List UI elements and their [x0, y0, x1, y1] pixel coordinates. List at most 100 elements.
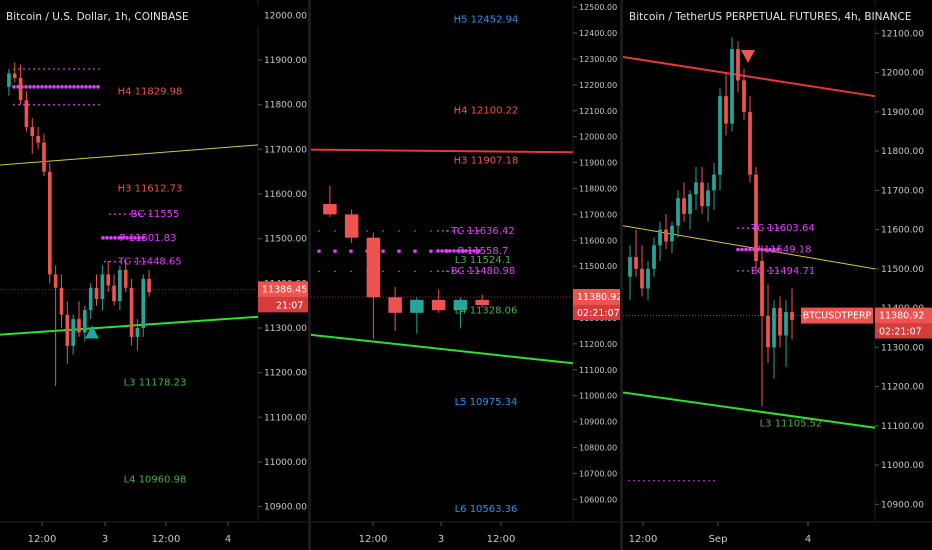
candle-body[interactable] — [344, 214, 359, 238]
candle-body[interactable] — [766, 315, 770, 348]
candle-body[interactable] — [736, 49, 740, 81]
pivot-dot — [28, 85, 32, 89]
candle-body[interactable] — [112, 285, 116, 302]
candle-body[interactable] — [36, 135, 40, 143]
candle-body[interactable] — [410, 299, 424, 313]
candle-body[interactable] — [88, 287, 93, 311]
candle-body[interactable] — [94, 287, 99, 299]
candle-body[interactable] — [748, 111, 752, 175]
candle-body[interactable] — [700, 182, 704, 207]
panel-divider[interactable] — [620, 0, 623, 550]
candle-body[interactable] — [100, 274, 105, 299]
chart-svg[interactable]: 12100.00 12000.00 11900.00 11800.00 11700.00… — [623, 0, 932, 550]
candle-body[interactable] — [141, 278, 146, 328]
candle-body[interactable] — [42, 142, 46, 172]
resistance-trendline[interactable] — [0, 144, 259, 166]
candle-body[interactable] — [106, 274, 111, 286]
candle-body[interactable] — [366, 237, 381, 298]
candle-body[interactable] — [18, 77, 23, 101]
candle-body[interactable] — [640, 268, 644, 289]
pivot-dot — [333, 249, 337, 253]
candle-body[interactable] — [670, 225, 674, 242]
candle-body[interactable] — [24, 100, 29, 128]
support-trendline[interactable] — [0, 315, 259, 336]
y-tick-label: 11800.00 — [264, 101, 307, 111]
pivot-dot — [58, 68, 60, 70]
chart-svg[interactable]: 12000.00 11900.00 11800.00 11700.00 11600.00… — [0, 0, 308, 550]
candle-body[interactable] — [718, 96, 722, 175]
buy-signal-triangle[interactable] — [85, 325, 99, 339]
y-tick-label: 12000.00 — [579, 133, 617, 142]
candle-body[interactable] — [135, 327, 140, 337]
pivot-dot — [144, 213, 146, 216]
pivot-level-label: BC 11555 — [131, 209, 180, 220]
candle-body[interactable] — [790, 312, 794, 320]
y-tick-label: 12100.00 — [579, 107, 617, 116]
candle-body[interactable] — [676, 198, 680, 226]
pivot-dot — [777, 227, 779, 230]
chart-svg[interactable]: 12500.00 12400.00 12300.00 12200.00 12100.00… — [311, 0, 620, 550]
candle-body[interactable] — [323, 204, 337, 215]
candle-body[interactable] — [658, 229, 662, 246]
candle-body[interactable] — [59, 287, 64, 315]
candle-body[interactable] — [742, 80, 746, 112]
candle-body[interactable] — [664, 229, 668, 242]
chart-panel-btcusdt-4h[interactable]: 12100.00 12000.00 11900.00 11800.00 11700.00… — [623, 0, 932, 550]
candle-body[interactable] — [634, 257, 638, 269]
candle-body[interactable] — [83, 310, 87, 333]
candle-body[interactable] — [754, 174, 758, 261]
candle-body[interactable] — [646, 268, 650, 289]
x-tick-label: 4 — [805, 534, 811, 545]
support-trendline[interactable] — [623, 391, 876, 429]
candle-body[interactable] — [694, 182, 698, 195]
candle-body[interactable] — [30, 127, 35, 136]
pivot-dot — [53, 68, 55, 70]
candle-body[interactable] — [712, 174, 716, 191]
pivot-dot — [436, 249, 440, 253]
candle-body[interactable] — [453, 299, 468, 311]
candle-body[interactable] — [118, 269, 122, 302]
candle-body[interactable] — [706, 190, 710, 207]
candle-body[interactable] — [71, 319, 75, 346]
y-tick-label: 11600.00 — [881, 226, 924, 236]
last-price-label: 11386.45 — [262, 284, 307, 295]
candle-body[interactable] — [760, 261, 764, 316]
resistance-trendline[interactable] — [311, 148, 574, 154]
candle-body[interactable] — [65, 314, 70, 346]
candle-body[interactable] — [724, 96, 728, 124]
candle-body[interactable] — [388, 297, 402, 313]
candle-body[interactable] — [129, 287, 134, 337]
candle-body[interactable] — [730, 49, 734, 124]
pivot-dot — [653, 479, 655, 482]
candle-body[interactable] — [47, 171, 52, 275]
pivot-dot — [113, 236, 117, 240]
panel-divider[interactable] — [308, 0, 311, 550]
candle-body[interactable] — [7, 73, 11, 87]
candle-body[interactable] — [682, 198, 686, 214]
candle-body[interactable] — [53, 274, 58, 288]
candle-body[interactable] — [77, 319, 81, 333]
support-trendline[interactable] — [311, 333, 574, 365]
pivot-dot — [414, 270, 416, 273]
pivot-dot — [713, 479, 715, 482]
pivot-dot — [48, 103, 50, 106]
candle-body[interactable] — [147, 278, 151, 293]
pivot-dot — [472, 270, 474, 273]
resistance-trendline[interactable] — [623, 55, 876, 98]
candle-body[interactable] — [123, 269, 128, 288]
chart-panel-pivots[interactable]: 12500.00 12400.00 12300.00 12200.00 12100.00… — [311, 0, 620, 550]
pivot-dot — [628, 479, 630, 482]
candle-body[interactable] — [475, 299, 489, 306]
candle-body[interactable] — [784, 312, 788, 336]
candle-body[interactable] — [431, 299, 446, 311]
candle-body[interactable] — [772, 308, 776, 348]
chart-panel-btcusd-1h[interactable]: 12000.00 11900.00 11800.00 11700.00 11600.00… — [0, 0, 308, 550]
candle-body[interactable] — [688, 194, 692, 214]
candle-body[interactable] — [778, 308, 782, 336]
pivot-dot — [38, 103, 40, 106]
candle-body[interactable] — [652, 245, 656, 269]
candle-body[interactable] — [12, 73, 17, 78]
sell-signal-triangle[interactable] — [741, 49, 755, 63]
pivot-dot — [88, 85, 92, 89]
candle-body[interactable] — [628, 257, 632, 277]
